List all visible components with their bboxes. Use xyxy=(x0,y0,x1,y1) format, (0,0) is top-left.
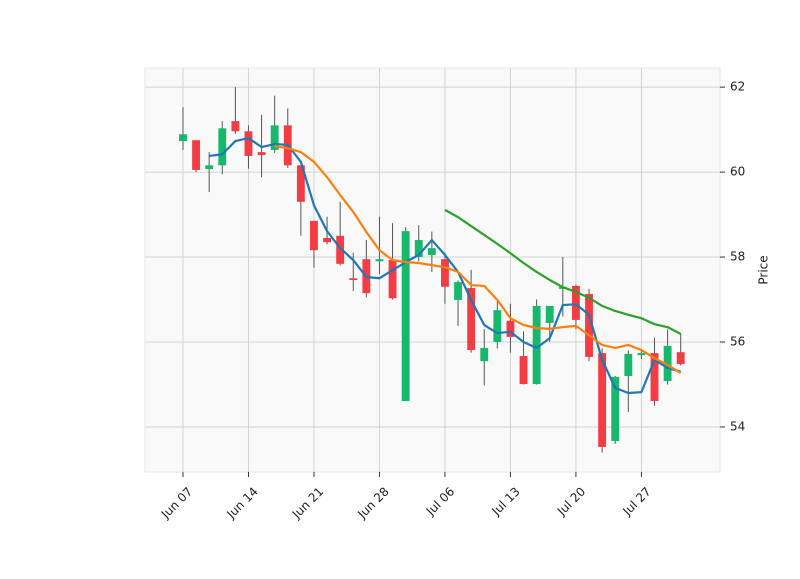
candle xyxy=(663,329,672,385)
candle xyxy=(218,121,227,175)
candle-body xyxy=(336,235,345,264)
moving-average-line xyxy=(209,136,682,395)
candle-body xyxy=(323,237,331,243)
y-axis-label: Price xyxy=(757,255,771,284)
candle xyxy=(375,216,384,275)
x-tick-label: Jul 13 xyxy=(488,484,522,518)
candle xyxy=(296,165,305,236)
candle-body xyxy=(467,288,476,351)
candle-body xyxy=(611,376,620,441)
plot-area xyxy=(144,67,721,473)
y-tick-label: 58 xyxy=(730,250,745,264)
candle-body xyxy=(205,165,214,170)
candle-body xyxy=(296,165,305,202)
y-tick-label: 62 xyxy=(730,80,745,94)
x-tick-label: Jun 07 xyxy=(158,484,195,521)
candle xyxy=(244,125,253,169)
candle-body xyxy=(349,278,358,280)
candle-body xyxy=(585,294,593,357)
candle-body xyxy=(571,285,580,320)
moving-average-line xyxy=(274,145,682,374)
candle xyxy=(519,331,528,385)
candle xyxy=(441,252,449,304)
candle-body xyxy=(650,353,659,402)
candle xyxy=(205,152,214,193)
x-tick-label: Jul 06 xyxy=(423,484,457,518)
candle xyxy=(179,107,187,150)
candle xyxy=(624,350,633,413)
candle-body xyxy=(545,305,554,323)
candle-body xyxy=(454,282,462,300)
candle-body xyxy=(427,248,436,255)
candle-body xyxy=(375,259,384,262)
candle xyxy=(598,348,607,453)
candle xyxy=(585,288,593,362)
candle-body xyxy=(401,231,410,402)
x-tick-label: Jul 27 xyxy=(619,484,653,518)
candle-body xyxy=(663,345,672,382)
x-tick-label: Jun 14 xyxy=(223,484,260,521)
candle-body xyxy=(532,305,541,385)
x-tick-label: Jun 28 xyxy=(354,484,391,521)
candle xyxy=(650,337,659,406)
candle xyxy=(506,303,515,353)
candle-body xyxy=(414,240,423,258)
candle-body xyxy=(244,131,253,156)
candle xyxy=(401,227,410,402)
candle xyxy=(532,299,541,385)
candle-body xyxy=(310,220,318,251)
candle xyxy=(192,140,201,173)
candle xyxy=(454,280,462,326)
candle-body xyxy=(192,140,201,170)
x-tick-label: Jul 20 xyxy=(554,484,588,518)
candle xyxy=(676,333,685,366)
y-tick-label: 56 xyxy=(730,335,745,349)
candle xyxy=(388,223,397,300)
candle-body xyxy=(270,125,279,150)
x-tick-label: Jun 21 xyxy=(289,484,326,521)
candle-body xyxy=(493,310,502,343)
candle xyxy=(637,350,646,359)
candle-body xyxy=(480,347,489,362)
candle-body xyxy=(519,356,528,385)
candle xyxy=(231,87,240,134)
candle-body xyxy=(441,259,449,287)
y-tick-label: 60 xyxy=(730,165,745,179)
candle-body xyxy=(257,152,266,156)
candle-body xyxy=(388,260,397,299)
candle xyxy=(480,329,489,386)
candle-body xyxy=(676,352,685,365)
candle xyxy=(493,299,502,349)
candle-body xyxy=(637,353,646,356)
candle-body xyxy=(598,353,607,447)
candle-body xyxy=(231,121,240,132)
candle-body xyxy=(506,320,515,337)
candle-body xyxy=(624,353,633,376)
candle-body xyxy=(218,128,227,166)
moving-average-line xyxy=(444,208,682,335)
candle xyxy=(310,220,318,268)
candle xyxy=(336,201,345,266)
candle-body xyxy=(179,134,187,142)
y-tick-label: 54 xyxy=(730,419,745,433)
